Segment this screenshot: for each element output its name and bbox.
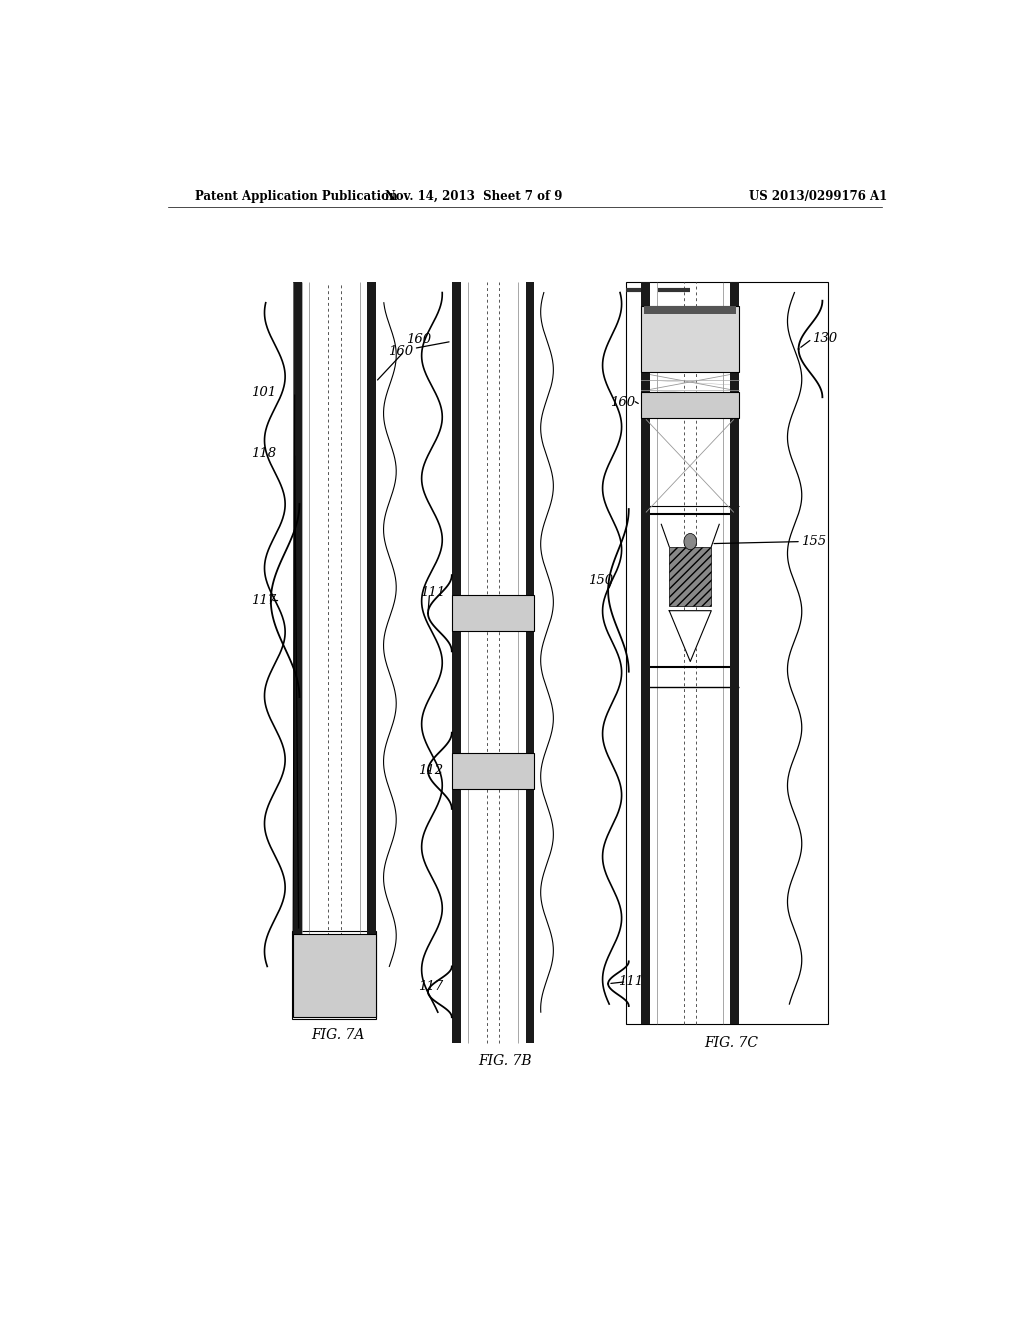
Bar xyxy=(670,546,712,606)
Text: 117: 117 xyxy=(251,594,276,607)
Text: 160: 160 xyxy=(388,345,414,358)
Text: FIG. 7B: FIG. 7B xyxy=(478,1053,531,1068)
Polygon shape xyxy=(670,611,712,661)
Bar xyxy=(452,752,535,788)
Bar xyxy=(293,282,302,1018)
Text: 155: 155 xyxy=(801,535,826,548)
Circle shape xyxy=(684,533,696,549)
Bar xyxy=(729,282,739,1024)
Text: Patent Application Publication: Patent Application Publication xyxy=(196,190,398,202)
Text: FIG. 7C: FIG. 7C xyxy=(705,1036,758,1049)
Text: 117: 117 xyxy=(419,981,443,993)
Bar xyxy=(627,282,828,1024)
Text: 101: 101 xyxy=(251,385,276,399)
Text: 160: 160 xyxy=(609,396,635,409)
Text: Nov. 14, 2013  Sheet 7 of 9: Nov. 14, 2013 Sheet 7 of 9 xyxy=(385,190,562,202)
Bar xyxy=(293,935,376,1018)
Bar xyxy=(644,306,736,314)
Bar xyxy=(452,282,461,1043)
Text: US 2013/0299176 A1: US 2013/0299176 A1 xyxy=(750,190,888,202)
Bar xyxy=(367,282,376,1018)
Text: 118: 118 xyxy=(251,446,276,459)
Text: 111: 111 xyxy=(618,975,643,989)
Bar xyxy=(292,931,377,1019)
Text: 111: 111 xyxy=(420,586,445,599)
Text: 130: 130 xyxy=(812,333,838,346)
Bar xyxy=(641,282,650,1024)
Text: 112: 112 xyxy=(419,764,443,777)
Bar xyxy=(641,392,739,417)
Text: 150: 150 xyxy=(588,574,613,586)
Text: FIG. 7A: FIG. 7A xyxy=(311,1027,365,1041)
Bar xyxy=(641,306,739,372)
Bar xyxy=(452,595,535,631)
Bar xyxy=(525,282,535,1043)
Text: 160: 160 xyxy=(406,334,431,346)
